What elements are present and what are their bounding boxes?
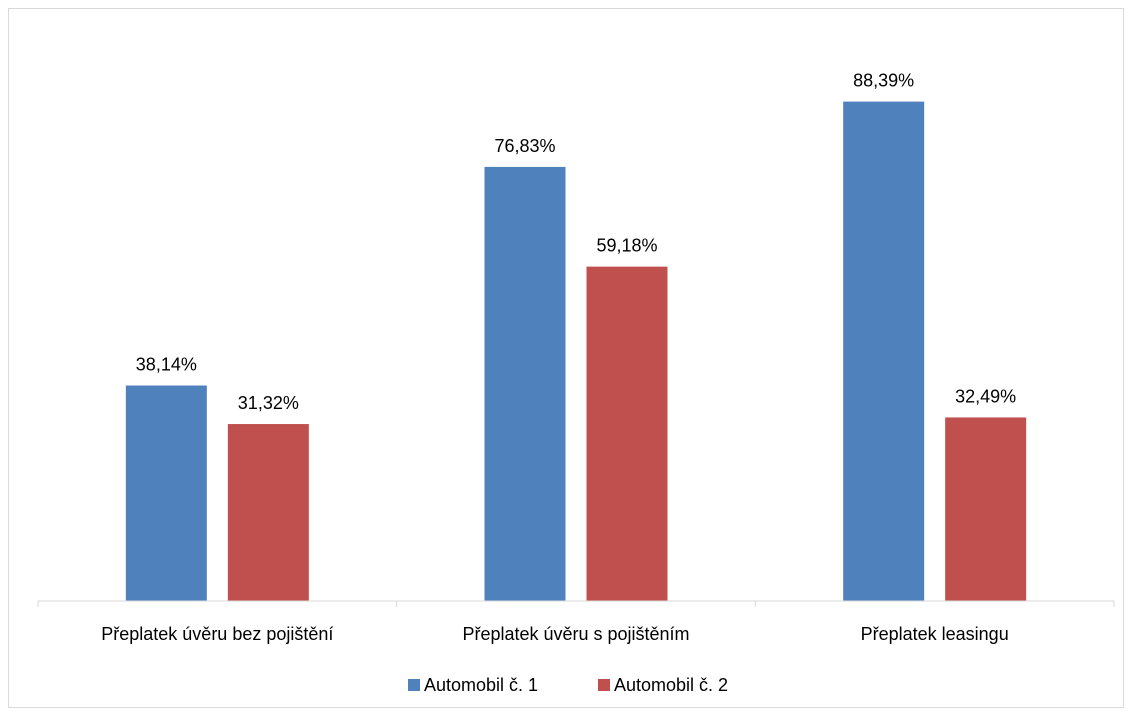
legend-label-series-2: Automobil č. 2 bbox=[614, 675, 728, 695]
data-label-series-2-cat-1: 31,32% bbox=[238, 393, 299, 413]
legend-label-series-1: Automobil č. 1 bbox=[424, 675, 538, 695]
data-label-series-1-cat-1: 38,14% bbox=[136, 355, 197, 375]
bar-series-1-cat-1 bbox=[125, 385, 207, 601]
category-label: Přeplatek leasingu bbox=[861, 624, 1009, 644]
x-axis bbox=[37, 600, 1115, 607]
bar-series-1-cat-3 bbox=[843, 101, 925, 601]
data-label-series-2-cat-2: 59,18% bbox=[596, 236, 657, 256]
bars-group bbox=[125, 101, 1027, 601]
bar-series-2-cat-2 bbox=[586, 266, 668, 601]
category-labels-group: Přeplatek úvěru bez pojištění Přeplatek ú… bbox=[101, 624, 1008, 644]
bar-series-2-cat-1 bbox=[227, 424, 309, 601]
data-label-series-2-cat-3: 32,49% bbox=[955, 386, 1016, 406]
legend-swatch-series-1 bbox=[408, 679, 420, 691]
bar-series-2-cat-3 bbox=[945, 417, 1027, 601]
data-label-series-1-cat-2: 76,83% bbox=[494, 136, 555, 156]
category-label: Přeplatek úvěru bez pojištění bbox=[101, 624, 333, 644]
legend: Automobil č. 1 Automobil č. 2 bbox=[408, 675, 728, 695]
bar-series-1-cat-2 bbox=[484, 166, 566, 601]
value-labels-group: 38,14% 31,32% 76,83% 59,18% 88,39% 32,49% bbox=[136, 71, 1016, 413]
data-label-series-1-cat-3: 88,39% bbox=[853, 71, 914, 91]
legend-swatch-series-2 bbox=[598, 679, 610, 691]
category-label: Přeplatek úvěru s pojištěním bbox=[462, 624, 689, 644]
